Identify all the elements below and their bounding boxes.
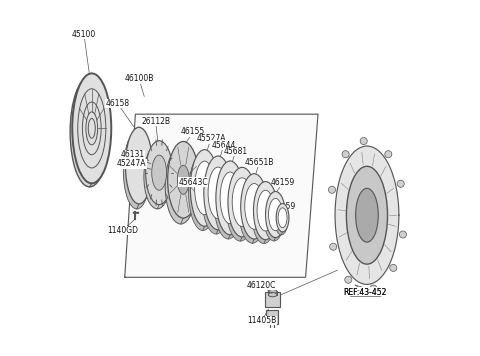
Ellipse shape [168, 141, 199, 218]
Ellipse shape [356, 188, 378, 242]
Ellipse shape [165, 147, 196, 224]
Text: 46159: 46159 [270, 178, 295, 187]
Text: 1140GD: 1140GD [107, 226, 138, 235]
Text: REF:43-452: REF:43-452 [343, 288, 386, 297]
Circle shape [328, 186, 336, 193]
Text: 46131: 46131 [121, 151, 145, 159]
Circle shape [390, 265, 397, 271]
Ellipse shape [268, 293, 277, 297]
FancyBboxPatch shape [265, 310, 278, 324]
Ellipse shape [70, 77, 109, 187]
Text: 26112B: 26112B [141, 117, 170, 126]
Ellipse shape [257, 190, 274, 231]
Text: 45100: 45100 [72, 30, 96, 39]
Circle shape [360, 137, 367, 145]
Ellipse shape [268, 289, 277, 294]
Text: 46100B: 46100B [124, 74, 154, 83]
Text: 45644: 45644 [212, 141, 236, 150]
Text: 46120C: 46120C [247, 281, 276, 289]
Ellipse shape [232, 178, 252, 226]
Polygon shape [335, 146, 399, 284]
Text: 45643C: 45643C [179, 178, 208, 187]
Ellipse shape [220, 172, 240, 224]
Ellipse shape [177, 165, 189, 194]
Polygon shape [125, 114, 318, 277]
Ellipse shape [239, 178, 266, 243]
Ellipse shape [265, 192, 286, 237]
Circle shape [342, 151, 349, 158]
Ellipse shape [191, 150, 219, 226]
Ellipse shape [72, 73, 111, 183]
Ellipse shape [214, 165, 242, 239]
Ellipse shape [275, 206, 288, 235]
Ellipse shape [125, 127, 153, 204]
Ellipse shape [123, 132, 150, 209]
Ellipse shape [252, 185, 276, 244]
Ellipse shape [144, 145, 171, 209]
Ellipse shape [347, 166, 387, 264]
FancyBboxPatch shape [265, 292, 280, 307]
Ellipse shape [253, 182, 277, 240]
Text: 45527A: 45527A [196, 135, 226, 143]
Ellipse shape [202, 160, 230, 234]
Circle shape [385, 151, 392, 158]
Ellipse shape [204, 156, 232, 230]
Ellipse shape [216, 161, 244, 235]
Ellipse shape [194, 161, 215, 215]
Circle shape [330, 243, 337, 250]
Circle shape [397, 180, 404, 187]
Text: 46159: 46159 [271, 202, 295, 211]
Text: 45651B: 45651B [245, 158, 274, 167]
Ellipse shape [189, 154, 217, 230]
Ellipse shape [228, 167, 256, 237]
Text: 46158: 46158 [106, 99, 130, 108]
Ellipse shape [152, 155, 167, 190]
Text: REF:43-452: REF:43-452 [343, 288, 386, 297]
Text: 45247A: 45247A [117, 159, 146, 168]
Ellipse shape [145, 141, 173, 205]
Circle shape [399, 231, 407, 238]
Text: 45577A: 45577A [225, 206, 255, 215]
Text: 45681: 45681 [224, 147, 248, 156]
Ellipse shape [268, 198, 282, 231]
Ellipse shape [208, 167, 228, 219]
Circle shape [345, 276, 352, 283]
Ellipse shape [240, 174, 268, 239]
Text: 11405B: 11405B [247, 316, 276, 325]
Ellipse shape [226, 172, 254, 241]
Text: 46155: 46155 [181, 127, 205, 136]
Ellipse shape [276, 204, 289, 232]
Ellipse shape [245, 184, 264, 229]
Ellipse shape [264, 195, 284, 241]
Ellipse shape [278, 208, 287, 227]
Circle shape [370, 285, 377, 292]
